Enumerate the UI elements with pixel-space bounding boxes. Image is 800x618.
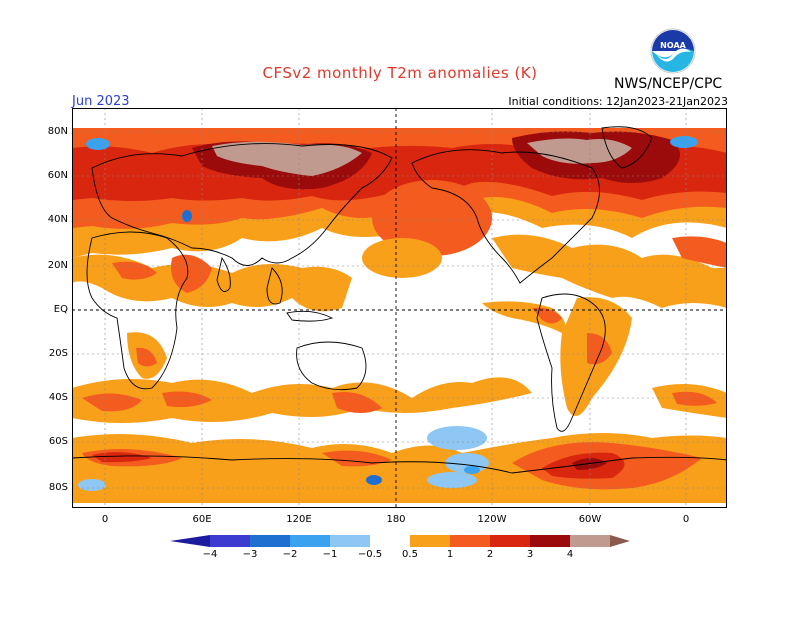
lat-label-80s: 80S: [48, 482, 68, 493]
lat-label-20s: 20S: [48, 348, 68, 359]
colorbar-label-neg1: −1: [322, 549, 338, 560]
agency-label: NWS/NCEP/CPC: [614, 76, 723, 92]
colorbar-label-3: 3: [526, 549, 534, 560]
colorbar-label-05: 0.5: [402, 549, 418, 560]
colorbar-swatch-2-3: [490, 535, 530, 547]
lon-label-180: 180: [386, 514, 406, 525]
anomaly-map: [72, 108, 727, 508]
forecast-month: Jun 2023: [72, 94, 130, 109]
colorbar-swatch-3-4: [530, 535, 570, 547]
map-title: CFSv2 monthly T2m anomalies (K): [262, 64, 538, 82]
colorbar-label-2: 2: [486, 549, 494, 560]
colorbar-swatch-neg1-neg05: [330, 535, 370, 547]
colorbar-label-neg3: −3: [242, 549, 258, 560]
colorbar-swatch-gt-5: [610, 535, 630, 547]
lon-label-0-right: 0: [682, 514, 690, 525]
lon-label-60e: 60E: [192, 514, 212, 525]
colorbar-label-1: 1: [446, 549, 454, 560]
lat-label-20n: 20N: [47, 260, 68, 271]
noaa-logo: NOAA: [650, 28, 696, 74]
colorbar-label-neg05: −0.5: [357, 549, 383, 560]
lat-label-eq: EQ: [53, 304, 68, 315]
colorbar-swatch-1-2: [450, 535, 490, 547]
colorbar-label-neg4: −4: [202, 549, 218, 560]
equator-dateline: [72, 108, 727, 508]
logo-text: NOAA: [660, 41, 686, 50]
lat-label-60n: 60N: [47, 170, 68, 181]
lat-label-80n: 80N: [47, 126, 68, 137]
lat-label-60s: 60S: [48, 436, 68, 447]
colorbar-swatch-4-5: [570, 535, 610, 547]
colorbar-label-4: 4: [566, 549, 574, 560]
colorbar-swatch-05-1: [410, 535, 450, 547]
colorbar-swatch-neg4-neg3: [210, 535, 250, 547]
colorbar-swatch-lt-neg4: [170, 535, 210, 547]
lat-label-40n: 40N: [47, 214, 68, 225]
colorbar-label-neg2: −2: [282, 549, 298, 560]
anomaly-field: [72, 128, 727, 503]
colorbar: [170, 535, 630, 547]
colorbar-swatch-neg2-neg1: [290, 535, 330, 547]
coastlines: [72, 126, 727, 474]
initial-conditions: Initial conditions: 12Jan2023-21Jan2023: [508, 95, 728, 108]
colorbar-swatch-neg3-neg2: [250, 535, 290, 547]
lon-label-120e: 120E: [286, 514, 312, 525]
graticule: [72, 108, 727, 508]
lon-label-120w: 120W: [477, 514, 507, 525]
colorbar-swatch-neg05-05: [370, 535, 410, 547]
lat-label-40s: 40S: [48, 392, 68, 403]
lon-label-0: 0: [101, 514, 109, 525]
lon-label-60w: 60W: [578, 514, 602, 525]
